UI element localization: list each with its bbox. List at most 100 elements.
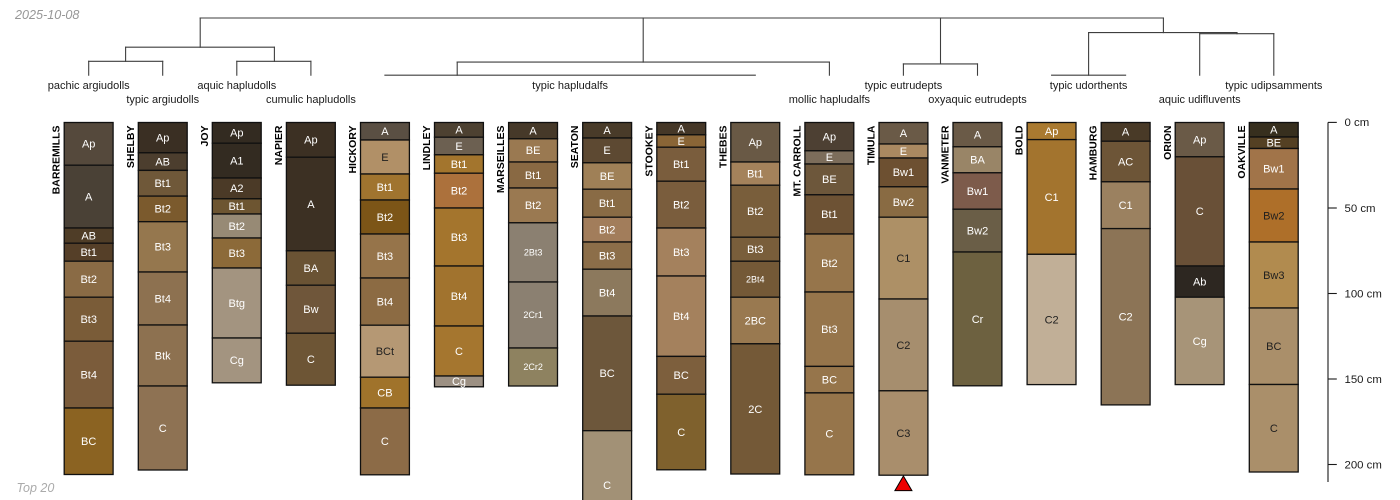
svg-text:BOLD: BOLD xyxy=(1014,125,1026,155)
svg-text:typic argiudolls: typic argiudolls xyxy=(126,94,199,106)
svg-text:Ap: Ap xyxy=(1193,135,1206,147)
svg-text:C: C xyxy=(1196,206,1204,218)
svg-text:A: A xyxy=(603,125,611,137)
svg-text:Bw1: Bw1 xyxy=(967,186,988,198)
svg-text:Bt4: Bt4 xyxy=(154,293,171,305)
svg-text:MARSEILLES: MARSEILLES xyxy=(495,125,507,193)
svg-text:LINDLEY: LINDLEY xyxy=(421,126,433,171)
svg-text:typic udorthents: typic udorthents xyxy=(1050,80,1128,92)
svg-text:Bt2: Bt2 xyxy=(525,200,542,212)
svg-text:A: A xyxy=(307,199,315,211)
svg-text:2Cr1: 2Cr1 xyxy=(523,310,543,320)
svg-text:0 cm: 0 cm xyxy=(1345,117,1370,129)
svg-text:Bt3: Bt3 xyxy=(154,242,171,254)
svg-text:ORION: ORION xyxy=(1162,126,1174,160)
svg-text:typic hapludalfs: typic hapludalfs xyxy=(532,80,608,92)
svg-text:Bt1: Bt1 xyxy=(821,209,838,221)
svg-text:Bw1: Bw1 xyxy=(893,167,914,179)
svg-text:HICKORY: HICKORY xyxy=(347,126,359,174)
svg-text:Bt2: Bt2 xyxy=(821,258,838,270)
svg-text:typic udipsamments: typic udipsamments xyxy=(1225,80,1323,92)
svg-text:aquic udifluvents: aquic udifluvents xyxy=(1159,94,1241,106)
svg-text:JOY: JOY xyxy=(199,126,211,147)
svg-text:C1: C1 xyxy=(1045,192,1059,204)
svg-text:Bt1: Bt1 xyxy=(599,198,616,210)
svg-text:C1: C1 xyxy=(896,253,910,265)
svg-text:Bt3: Bt3 xyxy=(80,314,97,326)
svg-text:SHELBY: SHELBY xyxy=(125,126,137,169)
svg-text:2Bt4: 2Bt4 xyxy=(746,274,765,284)
svg-text:BARREMILLS: BARREMILLS xyxy=(51,126,63,195)
svg-text:Bt3: Bt3 xyxy=(451,232,468,244)
svg-text:cumulic hapludolls: cumulic hapludolls xyxy=(266,94,356,106)
svg-text:E: E xyxy=(826,152,833,164)
svg-text:C: C xyxy=(381,436,389,448)
svg-text:BC: BC xyxy=(81,436,96,448)
svg-text:C: C xyxy=(159,423,167,435)
svg-text:aquic hapludolls: aquic hapludolls xyxy=(197,80,276,92)
svg-text:Ap: Ap xyxy=(304,135,317,147)
svg-text:Bt1: Bt1 xyxy=(747,168,764,180)
svg-text:Bt4: Bt4 xyxy=(451,291,468,303)
svg-text:Bt2: Bt2 xyxy=(229,221,246,233)
svg-text:Bt3: Bt3 xyxy=(599,250,616,262)
svg-text:Bt1: Bt1 xyxy=(154,178,171,190)
svg-text:Bt2: Bt2 xyxy=(451,185,468,197)
svg-text:A: A xyxy=(455,125,463,137)
svg-text:Bt4: Bt4 xyxy=(80,370,97,382)
svg-text:BA: BA xyxy=(304,263,319,275)
svg-text:Cg: Cg xyxy=(452,376,466,388)
svg-text:Btg: Btg xyxy=(229,298,246,310)
svg-text:E: E xyxy=(678,136,685,148)
svg-text:BC: BC xyxy=(599,368,614,380)
svg-text:A1: A1 xyxy=(230,155,243,167)
svg-text:2C: 2C xyxy=(748,404,762,416)
svg-text:Bt2: Bt2 xyxy=(154,204,171,216)
svg-text:A: A xyxy=(529,126,537,138)
svg-text:THEBES: THEBES xyxy=(717,126,729,169)
svg-text:E: E xyxy=(603,145,610,157)
svg-text:Bt1: Bt1 xyxy=(377,182,394,194)
svg-text:TIMULA: TIMULA xyxy=(866,125,878,165)
svg-text:A: A xyxy=(678,124,686,136)
svg-text:BA: BA xyxy=(970,155,985,167)
svg-text:Ap: Ap xyxy=(82,139,95,151)
svg-text:C2: C2 xyxy=(1119,312,1133,324)
svg-text:Bt2: Bt2 xyxy=(747,206,764,218)
svg-text:100 cm: 100 cm xyxy=(1345,288,1382,300)
svg-text:VANMETER: VANMETER xyxy=(940,125,952,184)
svg-text:C: C xyxy=(603,480,611,492)
svg-text:Bt2: Bt2 xyxy=(80,274,97,286)
svg-text:mollic hapludalfs: mollic hapludalfs xyxy=(789,94,871,106)
svg-text:Bt1: Bt1 xyxy=(229,201,246,213)
svg-text:Bt3: Bt3 xyxy=(673,247,690,259)
svg-text:Btk: Btk xyxy=(155,350,171,362)
svg-text:A: A xyxy=(900,128,908,140)
svg-text:C3: C3 xyxy=(896,428,910,440)
svg-text:Bt1: Bt1 xyxy=(673,159,690,171)
svg-text:Bw: Bw xyxy=(303,304,318,316)
svg-text:A: A xyxy=(1122,127,1130,139)
svg-text:STOOKEY: STOOKEY xyxy=(643,126,655,177)
svg-text:200 cm: 200 cm xyxy=(1345,459,1382,471)
svg-text:C: C xyxy=(307,354,315,366)
svg-text:NAPIER: NAPIER xyxy=(273,125,285,165)
svg-text:BE: BE xyxy=(600,171,615,183)
svg-text:BC: BC xyxy=(1266,341,1281,353)
svg-text:AB: AB xyxy=(81,230,96,242)
svg-text:2BC: 2BC xyxy=(745,315,766,327)
svg-text:MT. CARROLL: MT. CARROLL xyxy=(791,125,803,197)
svg-text:Bt2: Bt2 xyxy=(673,199,690,211)
svg-text:Bt1: Bt1 xyxy=(451,159,468,171)
svg-text:C2: C2 xyxy=(1045,314,1059,326)
svg-text:Bt2: Bt2 xyxy=(377,212,394,224)
svg-text:2Bt3: 2Bt3 xyxy=(524,248,543,258)
svg-text:A2: A2 xyxy=(230,183,243,195)
svg-text:Bt4: Bt4 xyxy=(377,297,394,309)
svg-text:C: C xyxy=(455,346,463,358)
svg-text:BC: BC xyxy=(674,370,689,382)
svg-text:150 cm: 150 cm xyxy=(1345,374,1382,386)
svg-text:SEATON: SEATON xyxy=(569,126,581,169)
svg-text:BE: BE xyxy=(526,145,541,157)
svg-text:E: E xyxy=(455,141,462,153)
